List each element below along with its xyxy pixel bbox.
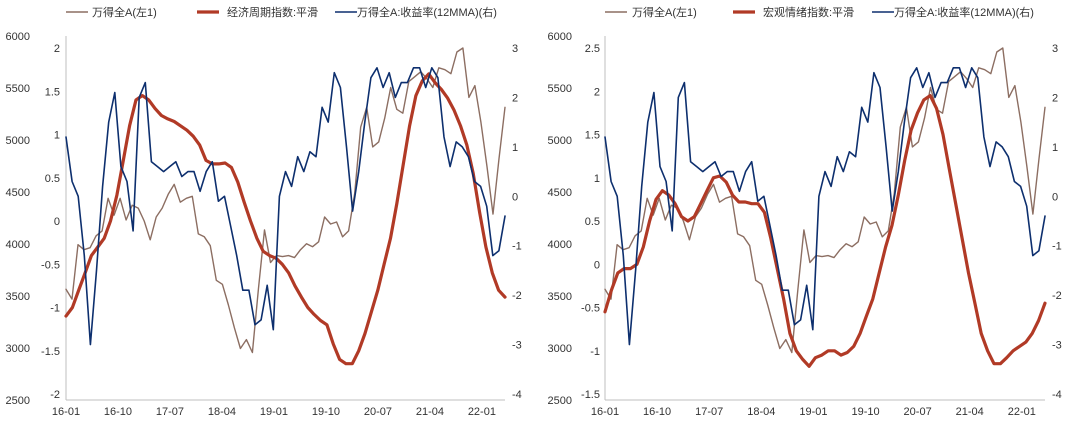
x-tick-label: 17-07: [156, 406, 184, 418]
x-tick-label: 16-10: [643, 406, 671, 418]
y-left-tick-label: 6000: [6, 31, 30, 43]
y-right-tick-label: 0: [1052, 191, 1058, 203]
series-line-2: [65, 67, 506, 346]
y-left-tick-label: 4000: [548, 239, 572, 251]
y-right-tick-label: -4: [1052, 389, 1062, 401]
y-mid-tick-label: 0.5: [585, 216, 600, 228]
x-tick-label: 22-01: [468, 406, 496, 418]
y-right-tick-label: 1: [512, 142, 518, 154]
series-line-1: [603, 93, 1047, 368]
series-line-2: [604, 67, 1046, 346]
y-mid-tick-label: 1.5: [585, 130, 600, 142]
y-right-tick-label: -3: [1052, 340, 1062, 352]
y-mid-tick-label: -0.5: [41, 259, 60, 271]
x-tick-label: 21-04: [416, 406, 444, 418]
series-line-0: [65, 47, 506, 354]
x-tick-label: 22-01: [1008, 406, 1036, 418]
y-mid-tick-label: 0.5: [45, 173, 60, 185]
y-right-tick-label: -1: [1052, 241, 1062, 253]
x-tick-label: 19-01: [260, 406, 288, 418]
legend-label-2: 万得全A:收益率(12MMA)(右): [894, 5, 1034, 19]
y-right-tick-label: -1: [512, 241, 522, 253]
y-mid-tick-label: -1: [50, 303, 60, 315]
y-left-tick-label: 5000: [6, 135, 30, 147]
y-mid-tick-label: 2: [54, 43, 60, 55]
y-mid-tick-label: -2: [50, 389, 60, 401]
y-mid-tick-label: -1: [590, 346, 600, 358]
y-mid-tick-label: -1.5: [581, 389, 600, 401]
x-tick-label: 18-04: [747, 406, 775, 418]
x-tick-label: 19-01: [799, 406, 827, 418]
x-tick-label: 20-07: [364, 406, 392, 418]
y-mid-tick-label: 1: [54, 130, 60, 142]
legend-label-1: 经济周期指数:平滑: [227, 5, 318, 19]
y-right-tick-label: 2: [512, 92, 518, 104]
y-right-tick-label: 3: [1052, 43, 1058, 55]
y-mid-tick-label: 1.5: [45, 86, 60, 98]
y-right-tick-label: 0: [512, 191, 518, 203]
y-left-tick-label: 4500: [548, 187, 572, 199]
y-mid-tick-label: -0.5: [581, 303, 600, 315]
y-mid-tick-label: 0: [594, 259, 600, 271]
y-right-tick-label: -4: [512, 389, 522, 401]
chart-panel-economic-cycle: 6000 5500 5000 4500 4000 3500 3000 2500 2 1.5 1 0.5…: [0, 0, 540, 425]
x-tick-label: 18-04: [208, 406, 236, 418]
y-mid-tick-label: 0: [54, 216, 60, 228]
y-left-tick-label: 4500: [6, 187, 30, 199]
x-tick-label: 21-04: [956, 406, 984, 418]
chart-svg: 6000 5500 5000 4500 4000 3500 3000 2500 2 1.5 1 0.5…: [6, 5, 522, 418]
y-mid-tick-label: -1.5: [41, 346, 60, 358]
legend-label-0: 万得全A(左1): [92, 5, 157, 19]
y-left-tick-label: 2500: [6, 395, 30, 407]
y-left-tick-label: 5500: [548, 83, 572, 95]
y-right-tick-label: 1: [1052, 142, 1058, 154]
x-tick-label: 16-01: [52, 406, 80, 418]
x-tick-label: 16-01: [591, 406, 619, 418]
y-left-tick-label: 2500: [548, 395, 572, 407]
y-right-tick-label: 3: [512, 43, 518, 55]
y-left-tick-label: 3500: [6, 291, 30, 303]
y-mid-tick-label: 2: [594, 86, 600, 98]
legend-label-2: 万得全A:收益率(12MMA)(右): [357, 5, 497, 19]
legend-label-0: 万得全A(左1): [632, 5, 697, 19]
y-right-tick-label: -3: [512, 340, 522, 352]
y-left-tick-label: 5000: [548, 135, 572, 147]
x-tick-label: 16-10: [104, 406, 132, 418]
x-tick-label: 19-10: [312, 406, 340, 418]
x-tick-label: 20-07: [904, 406, 932, 418]
y-left-tick-label: 3000: [548, 343, 572, 355]
y-mid-tick-label: 1: [594, 173, 600, 185]
y-left-tick-label: 5500: [6, 83, 30, 95]
chart-svg: 6000 5500 5000 4500 4000 3500 3000 2500 2.5 2 1.5 1…: [548, 5, 1062, 418]
y-left-tick-label: 3000: [6, 343, 30, 355]
y-left-tick-label: 4000: [6, 239, 30, 251]
x-tick-label: 17-07: [695, 406, 723, 418]
y-mid-tick-label: 2.5: [585, 43, 600, 55]
chart-panel-macro-sentiment: 6000 5500 5000 4500 4000 3500 3000 2500 2.5 2 1.5 1…: [540, 0, 1080, 425]
y-right-tick-label: 2: [1052, 92, 1058, 104]
x-tick-label: 19-10: [851, 406, 879, 418]
y-left-tick-label: 3500: [548, 291, 572, 303]
legend-label-1: 宏观情绪指数:平滑: [763, 5, 854, 19]
y-right-tick-label: -2: [1052, 290, 1062, 302]
y-left-tick-label: 6000: [548, 31, 572, 43]
y-right-tick-label: -2: [512, 290, 522, 302]
